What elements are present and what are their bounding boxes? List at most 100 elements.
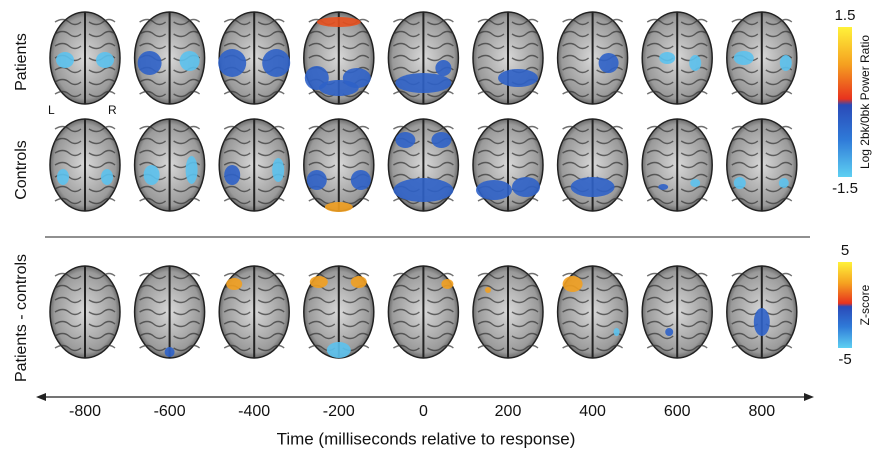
sulcus	[139, 308, 201, 316]
sulcus	[731, 78, 793, 86]
sulcus	[223, 90, 285, 98]
sulcus	[54, 332, 116, 340]
activation	[779, 55, 792, 71]
sulcus	[139, 42, 201, 50]
activation	[753, 308, 770, 336]
sulcus	[139, 320, 201, 328]
activation	[324, 202, 353, 212]
sulcus	[477, 296, 539, 304]
time-tick-label: 800	[748, 403, 775, 420]
sulcus	[477, 30, 539, 38]
brain-grid	[49, 11, 798, 359]
sulcus	[562, 320, 624, 328]
sulcus	[139, 90, 201, 98]
sulcus	[477, 197, 539, 205]
brain	[472, 118, 544, 212]
sulcus	[562, 42, 624, 50]
brain	[133, 265, 206, 359]
sulcus	[223, 320, 285, 328]
sulcus	[223, 149, 285, 157]
sulcus	[731, 173, 793, 181]
time-axis-title: Time (milliseconds relative to response)	[277, 429, 576, 448]
sulcus	[308, 308, 370, 316]
sulcus	[223, 18, 285, 26]
brain	[218, 11, 291, 105]
sulcus	[477, 161, 539, 169]
sulcus	[54, 272, 116, 280]
sulcus	[477, 344, 539, 352]
colorbar	[838, 262, 852, 348]
activation	[431, 132, 452, 148]
row-label: Patients	[13, 33, 30, 91]
sulcus	[139, 344, 201, 352]
brain	[133, 118, 206, 212]
sulcus	[562, 161, 624, 169]
activation	[137, 51, 162, 75]
sulcus	[393, 308, 454, 316]
activation	[316, 17, 361, 27]
sulcus	[139, 272, 201, 280]
sulcus	[139, 18, 201, 26]
time-tick-label: 400	[579, 403, 606, 420]
sulcus	[54, 78, 116, 86]
sulcus	[223, 344, 285, 352]
brain	[472, 11, 544, 105]
sulcus	[562, 18, 624, 26]
sulcus	[562, 344, 624, 352]
row-label: Patients - controls	[13, 254, 30, 382]
activation	[778, 178, 789, 188]
sulcus	[139, 185, 201, 193]
colorbar-min: -5	[838, 351, 851, 368]
sulcus	[731, 344, 793, 352]
left-label: L	[48, 103, 55, 117]
sulcus	[731, 18, 793, 26]
sulcus	[646, 320, 708, 328]
sulcus	[731, 149, 793, 157]
activation	[498, 69, 538, 87]
sulcus	[393, 161, 454, 169]
sulcus	[308, 161, 370, 169]
sulcus	[646, 18, 708, 26]
sulcus	[731, 161, 793, 169]
sulcus	[477, 308, 539, 316]
activation	[272, 158, 285, 182]
sulcus	[731, 42, 793, 50]
sulcus	[54, 149, 116, 157]
activation	[733, 177, 746, 189]
sulcus	[731, 125, 793, 133]
time-tick-label: 600	[664, 403, 691, 420]
activation	[179, 51, 200, 71]
activation	[393, 178, 454, 202]
sulcus	[731, 90, 793, 98]
sulcus	[308, 30, 370, 38]
sulcus	[646, 149, 708, 157]
sulcus	[731, 197, 793, 205]
sulcus	[646, 90, 708, 98]
colorbar	[838, 27, 852, 177]
time-tick-label: 200	[495, 403, 522, 420]
sulcus	[139, 332, 201, 340]
sulcus	[223, 272, 285, 280]
sulcus	[54, 90, 116, 98]
brain	[641, 265, 713, 359]
activation	[101, 169, 113, 185]
brain	[556, 118, 629, 212]
sulcus	[646, 296, 708, 304]
activation	[164, 347, 175, 357]
brain	[387, 11, 460, 105]
activation	[57, 169, 69, 185]
sulcus	[477, 332, 539, 340]
brain	[387, 118, 460, 212]
brain	[726, 11, 798, 105]
activation	[485, 287, 491, 293]
sulcus	[54, 197, 116, 205]
sulcus	[477, 137, 539, 145]
sulcus	[646, 308, 708, 316]
sulcus	[477, 284, 539, 292]
sulcus	[646, 332, 708, 340]
sulcus	[223, 296, 285, 304]
sulcus	[308, 137, 370, 145]
brain	[133, 11, 206, 105]
sulcus	[562, 125, 624, 133]
activation	[598, 53, 619, 73]
